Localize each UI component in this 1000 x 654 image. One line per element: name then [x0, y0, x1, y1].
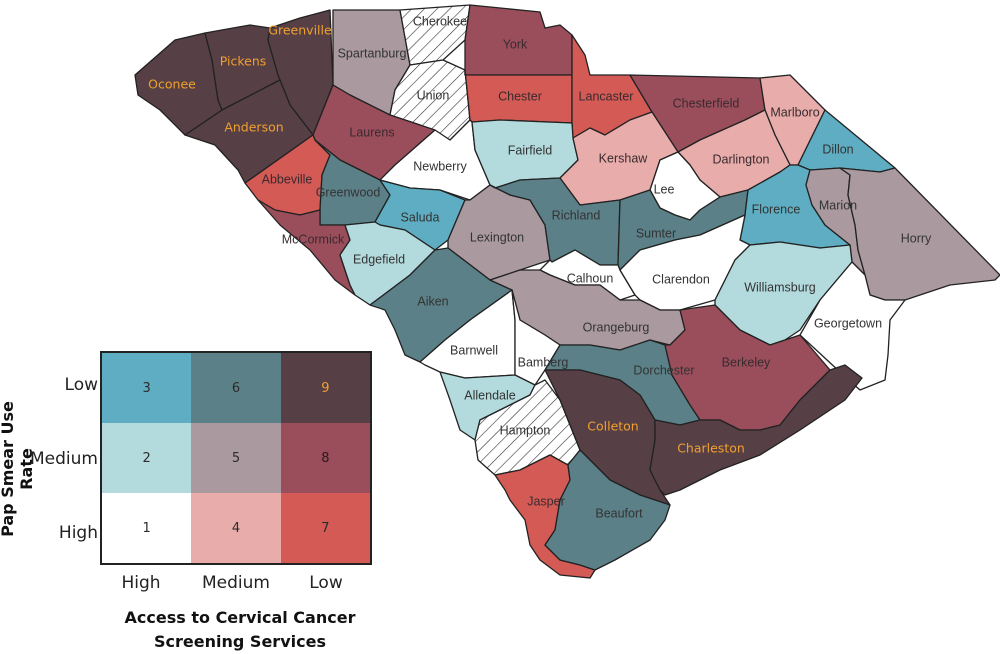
label-kershaw: Kershaw [599, 151, 649, 165]
county-cherokee[interactable] [399, 4, 471, 66]
legend-y-label-low: Low [64, 375, 98, 395]
label-saluda: Saluda [401, 210, 440, 224]
bivariate-legend-grid: 3 6 9 2 5 8 1 4 7 [100, 351, 372, 565]
label-calhoun: Calhoun [567, 271, 614, 285]
legend-cell-7: 7 [280, 493, 370, 563]
label-horry: Horry [901, 231, 932, 245]
label-oconee: Oconee [148, 77, 196, 92]
legend-x-label-high: High [121, 573, 161, 593]
label-aiken: Aiken [417, 294, 448, 308]
label-dorchester: Dorchester [633, 363, 694, 377]
label-greenwood: Greenwood [316, 185, 381, 199]
label-allendale: Allendale [464, 388, 515, 402]
legend-y-label-medium: Medium [30, 449, 98, 469]
label-clarendon: Clarendon [652, 272, 710, 286]
label-orangeburg: Orangeburg [583, 320, 650, 334]
label-greenville: Greenville [268, 23, 332, 38]
legend-cell-9: 9 [280, 353, 370, 423]
label-spartanburg: Spartanburg [338, 46, 407, 60]
label-lexington: Lexington [470, 230, 524, 244]
label-anderson: Anderson [224, 120, 283, 135]
label-darlington: Darlington [713, 152, 770, 166]
label-lancaster: Lancaster [579, 89, 634, 103]
label-williamsburg: Williamsburg [744, 280, 816, 294]
county-charleston[interactable] [649, 364, 863, 496]
label-york: York [503, 37, 528, 51]
legend-cell-2: 2 [102, 423, 192, 493]
label-marion: Marion [819, 198, 857, 212]
label-beaufort: Beaufort [595, 506, 643, 520]
legend-cell-8: 8 [280, 423, 370, 493]
label-colleton: Colleton [587, 419, 638, 434]
label-cherokee: Cherokee [413, 14, 467, 28]
legend-x-title-line2: Screening Services [154, 632, 326, 651]
legend-x-axis-title: Access to Cervical Cancer Screening Serv… [110, 606, 370, 654]
label-chester: Chester [498, 89, 542, 103]
label-georgetown: Georgetown [814, 316, 882, 330]
legend-cell-6: 6 [191, 353, 281, 423]
legend-cell-3: 3 [102, 353, 192, 423]
label-sumter: Sumter [636, 226, 676, 240]
label-laurens: Laurens [349, 125, 394, 139]
label-charleston: Charleston [677, 441, 745, 456]
county-williamsburg[interactable] [714, 241, 853, 346]
label-richland: Richland [552, 208, 601, 222]
label-newberry: Newberry [413, 159, 467, 173]
legend-x-title-line1: Access to Cervical Cancer [124, 608, 356, 627]
label-jasper: Jasper [527, 494, 565, 508]
label-abbeville: Abbeville [262, 172, 313, 186]
label-barnwell: Barnwell [450, 343, 498, 357]
label-pickens: Pickens [220, 54, 267, 69]
legend-x-label-low: Low [309, 573, 343, 593]
legend-x-label-medium: Medium [202, 573, 270, 593]
legend-cell-5: 5 [191, 423, 281, 493]
label-bamberg: Bamberg [518, 355, 569, 369]
label-hampton: Hampton [500, 423, 551, 437]
label-union: Union [417, 88, 450, 102]
label-mccormick: McCormick [282, 232, 345, 246]
legend-y-label-high: High [58, 523, 98, 543]
county-beaufort[interactable] [544, 449, 671, 571]
label-florence: Florence [752, 202, 801, 216]
label-berkeley: Berkeley [722, 355, 771, 369]
label-fairfield: Fairfield [508, 143, 553, 157]
label-dillon: Dillon [822, 142, 853, 156]
legend-cell-4: 4 [191, 493, 281, 563]
label-chesterfield: Chesterfield [673, 96, 740, 110]
legend-cell-1: 1 [102, 493, 192, 563]
label-lee: Lee [654, 182, 675, 196]
label-edgefield: Edgefield [353, 252, 405, 266]
label-marlboro: Marlboro [770, 105, 819, 119]
